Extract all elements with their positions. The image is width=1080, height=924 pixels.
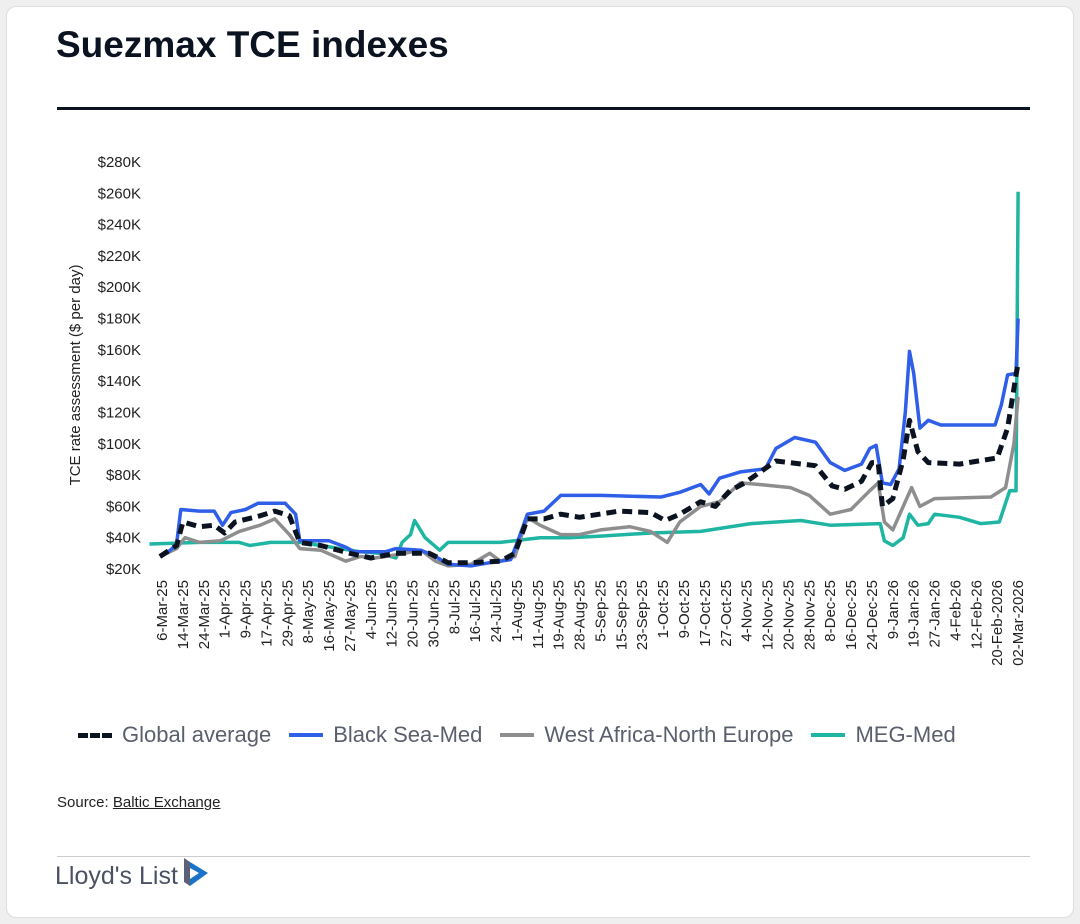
y-tick-label: $220K: [98, 248, 141, 265]
legend: Global average Black Sea-Med West Africa…: [78, 722, 974, 748]
x-tick-label: 27-Oct-25: [718, 580, 735, 647]
y-axis-label: TCE rate assessment ($ per day): [67, 265, 84, 486]
x-tick-label: 9-Jan-26: [885, 580, 902, 639]
legend-label: Global average: [122, 722, 272, 747]
footer-divider: [57, 856, 1030, 857]
x-tick-label: 1-Oct-25: [655, 580, 672, 638]
title-rule: [57, 107, 1030, 110]
x-tick-label: 19-Jan-26: [906, 580, 923, 648]
source-label: Source:: [57, 794, 109, 811]
x-tick-label: 9-Oct-25: [676, 580, 693, 638]
y-tick-label: $260K: [98, 185, 141, 202]
x-tick-label: 16-Dec-25: [843, 580, 860, 650]
x-tick-label: 20-Nov-25: [780, 580, 797, 650]
x-tick-label: 20-Feb-2026: [989, 580, 1006, 666]
x-tick-label: 6-Mar-25: [154, 580, 171, 641]
legend-item-meg-med[interactable]: MEG-Med: [811, 722, 956, 748]
x-tick-label: 23-Sep-25: [634, 580, 651, 650]
y-tick-label: $100K: [98, 436, 141, 453]
legend-label: Black Sea-Med: [333, 722, 483, 747]
source-note: Source: Baltic Exchange: [57, 794, 220, 811]
y-tick-label: $280K: [98, 154, 141, 171]
x-tick-label: 8-May-25: [300, 580, 317, 643]
x-tick-label: 16-Jul-25: [467, 580, 484, 643]
series-line-global-average: [158, 362, 1021, 566]
x-tick-label: 28-Aug-25: [572, 580, 589, 650]
legend-swatch: [78, 732, 112, 738]
y-tick-label: $240K: [98, 217, 141, 234]
x-tick-label: 11-Aug-25: [530, 580, 547, 649]
y-tick-label: $160K: [98, 342, 141, 359]
legend-item-black-sea-med[interactable]: Black Sea-Med: [289, 722, 482, 748]
logo-text: Lloyd's List: [55, 862, 178, 890]
series-line-west-africa-north-europe: [159, 396, 1020, 568]
x-tick-label: 19-Aug-25: [551, 580, 568, 650]
series-line-black-sea-med: [158, 318, 1020, 568]
x-tick-label: 20-Jun-25: [405, 580, 422, 648]
legend-swatch: [811, 733, 846, 737]
chart-card: [6, 6, 1074, 918]
legend-swatch: [289, 733, 324, 737]
x-tick-label: 8-Dec-25: [822, 580, 839, 642]
source-link[interactable]: Baltic Exchange: [112, 794, 221, 811]
x-tick-label: 02-Mar-2026: [1010, 580, 1027, 666]
x-tick-label: 27-Jan-26: [927, 580, 944, 648]
logo-mark-icon: [183, 857, 208, 886]
x-tick-label: 12-Jun-25: [384, 580, 401, 648]
y-tick-label: $40K: [106, 530, 141, 547]
y-tick-label: $180K: [98, 311, 141, 328]
x-tick-label: 24-Mar-25: [196, 580, 213, 649]
x-tick-label: 12-Feb-26: [968, 580, 985, 649]
x-tick-label: 29-Apr-25: [279, 580, 296, 647]
y-tick-label: $20K: [106, 561, 141, 578]
line-chart: $20K $40K $60K $80K $100K $120K $140K $160K $180…: [67, 154, 1027, 666]
x-tick-label: 28-Nov-25: [801, 580, 818, 650]
x-tick-label: 24-Jul-25: [488, 580, 505, 643]
x-tick-label: 24-Dec-25: [864, 580, 881, 650]
y-tick-label: $60K: [106, 498, 141, 515]
legend-item-west-africa-north-europe[interactable]: West Africa-North Europe: [500, 722, 793, 748]
x-tick-label: 16-May-25: [321, 580, 338, 652]
lloyds-list-logo: Lloyd's List: [55, 857, 210, 891]
x-tick-label: 9-Apr-25: [238, 580, 255, 638]
x-tick-label: 30-Jun-25: [425, 580, 442, 648]
x-tick-label: 14-Mar-25: [175, 580, 192, 649]
x-tick-label: 17-Apr-25: [258, 580, 275, 647]
chart-title: Suezmax TCE indexes: [56, 24, 449, 65]
x-tick-label: 1-Apr-25: [217, 580, 234, 638]
x-tick-label: 8-Jul-25: [446, 580, 463, 634]
x-tick-label: 15-Sep-25: [613, 580, 630, 650]
x-tick-label: 4-Nov-25: [739, 580, 756, 642]
y-tick-label: $140K: [98, 373, 141, 390]
legend-label: West Africa-North Europe: [544, 722, 794, 747]
x-tick-label: 5-Sep-25: [592, 580, 609, 642]
x-tick-label: 17-Oct-25: [697, 580, 714, 647]
y-tick-label: $120K: [98, 404, 141, 421]
x-tick-label: 12-Nov-25: [760, 580, 777, 650]
x-tick-label: 1-Aug-25: [509, 580, 526, 642]
x-tick-label: 27-May-25: [342, 580, 359, 652]
y-tick-label: $200K: [98, 279, 141, 296]
y-tick-label: $80K: [106, 467, 141, 484]
legend-label: MEG-Med: [855, 722, 956, 747]
legend-swatch: [500, 733, 535, 737]
x-tick-label: 4-Feb-26: [947, 580, 964, 641]
x-tick-label: 4-Jun-25: [363, 580, 380, 639]
legend-item-global-average[interactable]: Global average: [78, 722, 271, 748]
